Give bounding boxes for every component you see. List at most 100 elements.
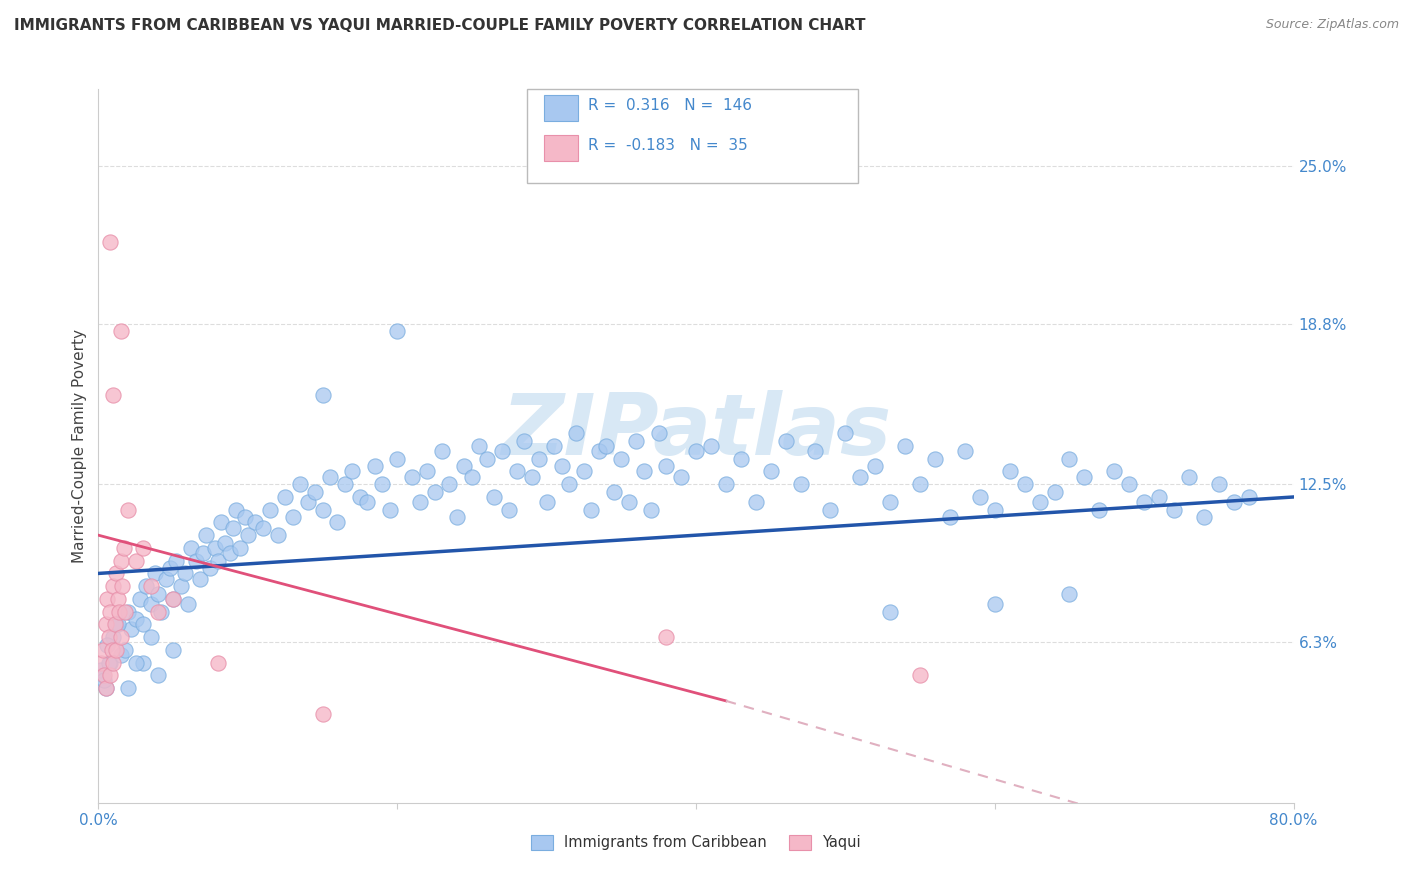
Point [103,579,125,593]
Point [714,477,737,491]
Point [101,643,124,657]
Point [416,465,439,479]
Point [225,502,247,516]
Point [311,388,333,402]
Point [506,465,529,479]
Point [135,579,157,593]
Point [148,587,170,601]
Point [311,706,333,721]
Point [633,465,655,479]
Point [105,643,128,657]
Point [110,554,132,568]
Point [207,554,229,568]
Point [132,617,155,632]
Text: ZIPatlas: ZIPatlas [501,390,891,474]
Point [111,579,134,593]
Point [924,451,946,466]
Point [236,528,259,542]
Point [103,630,125,644]
Point [536,495,558,509]
Point [484,490,506,504]
Point [139,579,162,593]
Point [834,426,856,441]
Point [759,465,782,479]
Point [1163,502,1185,516]
Point [385,451,409,466]
Point [364,459,387,474]
Point [114,643,136,657]
Point [125,612,148,626]
Point [150,605,173,619]
Point [267,528,290,542]
Point [195,528,218,542]
Point [117,605,139,619]
Point [252,520,274,534]
Point [446,510,468,524]
Point [143,566,166,581]
Point [148,668,170,682]
Point [105,566,128,581]
Point [475,451,498,466]
Point [527,451,550,466]
Point [90,663,112,677]
Point [1208,477,1230,491]
Point [259,502,281,516]
Point [430,444,453,458]
Point [98,668,122,682]
Point [97,630,120,644]
Point [879,605,901,619]
Point [333,477,356,491]
Point [90,656,112,670]
Point [281,510,304,524]
Point [371,477,394,491]
Point [1237,490,1260,504]
Point [453,459,475,474]
Point [311,502,333,516]
Point [200,561,222,575]
Point [188,572,211,586]
Point [1223,495,1246,509]
Point [610,451,633,466]
Point [588,444,610,458]
Point [595,439,617,453]
Point [617,495,640,509]
Point [177,597,200,611]
Point [953,444,976,458]
Point [775,434,797,448]
Point [94,681,117,695]
Point [105,617,128,632]
Point [461,469,484,483]
Point [603,484,626,499]
Point [984,597,1007,611]
Point [1043,484,1066,499]
Point [730,451,752,466]
Point [139,597,162,611]
Point [685,444,707,458]
Point [233,510,256,524]
Point [107,591,129,606]
Point [204,541,226,555]
Point [108,605,131,619]
Point [1014,477,1036,491]
Point [572,465,595,479]
Point [385,324,409,338]
Point [148,605,170,619]
Point [96,638,118,652]
Point [91,668,114,682]
Point [894,439,917,453]
Point [745,495,768,509]
Point [1059,451,1081,466]
Point [408,495,430,509]
Y-axis label: Married-Couple Family Poverty: Married-Couple Family Poverty [72,329,87,563]
Point [491,444,513,458]
Point [191,546,214,560]
Point [498,502,520,516]
Point [1147,490,1170,504]
Point [159,561,181,575]
Point [939,510,962,524]
Point [219,546,242,560]
Point [908,477,931,491]
Point [103,388,125,402]
Point [162,591,184,606]
Point [849,469,872,483]
